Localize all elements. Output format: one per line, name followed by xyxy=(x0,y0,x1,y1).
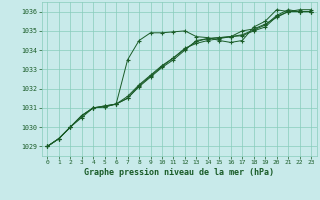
X-axis label: Graphe pression niveau de la mer (hPa): Graphe pression niveau de la mer (hPa) xyxy=(84,168,274,177)
